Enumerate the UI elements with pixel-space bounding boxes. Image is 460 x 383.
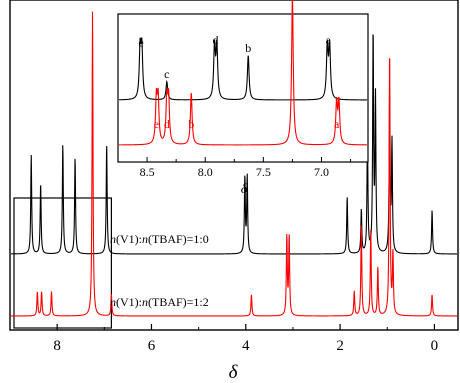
series-label-1-2-part-0: n	[110, 295, 116, 309]
inset-peak-label: c	[164, 67, 169, 81]
inset-peak-label: a	[334, 117, 340, 131]
series-label-1-2-part-2: n	[142, 295, 148, 309]
inset-x-tick-labels: 8.5 8.0 7.5 7.0	[140, 165, 329, 179]
spectrum-1-0	[10, 34, 457, 255]
inset-spectrum-1-0	[119, 37, 367, 101]
inset-x-tick-label: 7.5	[256, 165, 271, 179]
series-label-1-2-part-1: (V1):	[116, 295, 142, 309]
inset-peak-label: b	[188, 117, 194, 131]
plot-frame	[9, 0, 459, 331]
main-x-axis-title: δ	[229, 362, 239, 383]
inset-peak-label: d	[164, 117, 170, 131]
inset-peak-label: d	[213, 33, 219, 47]
main-x-tick-label: 8	[53, 338, 61, 354]
inset-peak-label: b	[245, 41, 251, 55]
series-label-1-0-part-2: n	[142, 232, 148, 246]
aromatic-region-highlight-box	[13, 197, 112, 329]
series-label-1-0-part-3: (TBAF)=1:0	[148, 232, 209, 246]
main-x-tick-label: 6	[148, 338, 156, 354]
series-label-1-2-part-3: (TBAF)=1:2	[148, 295, 209, 309]
inset-x-tick-label: 8.5	[140, 165, 155, 179]
inset-peak-label: e	[138, 36, 143, 50]
inset-x-axis-title: δ	[241, 182, 248, 197]
series-label-1-0: n(V1):n(TBAF)=1:0	[110, 232, 209, 246]
inset-x-axis	[117, 157, 352, 162]
inset-spectrum-1-2	[118, 0, 367, 146]
series-label-1-0-part-0: n	[110, 232, 116, 246]
inset-peak-label: e	[154, 117, 159, 131]
inset-x-tick-label: 8.0	[198, 165, 213, 179]
series-label-1-0-part-1: (V1):	[116, 232, 142, 246]
spectrum-1-2	[11, 11, 457, 317]
main-x-tick-label: 2	[336, 338, 344, 354]
main-x-tick-label: 4	[242, 338, 250, 354]
series-label-1-2: n(V1):n(TBAF)=1:2	[110, 295, 209, 309]
inset-peak-label: a	[326, 33, 332, 47]
inset-x-tick-label: 7.0	[314, 165, 329, 179]
inset-background	[117, 13, 369, 163]
main-x-axis	[9, 324, 436, 330]
main-x-tick-label: 0	[431, 338, 439, 354]
main-x-tick-labels: 8 6 4 2 0	[53, 338, 438, 354]
